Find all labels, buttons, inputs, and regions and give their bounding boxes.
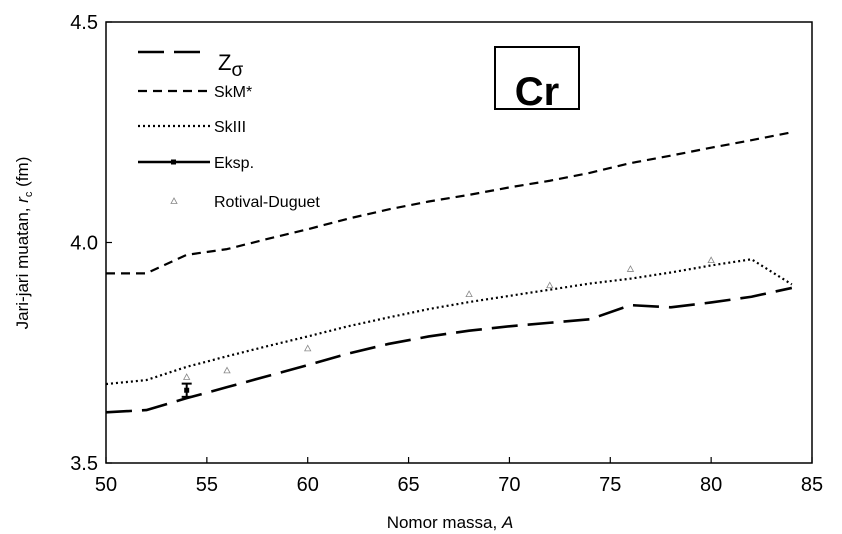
- chart-title-box: Cr: [494, 46, 580, 114]
- legend-swatch: [170, 197, 178, 204]
- y-tick-label: 4.5: [70, 12, 98, 34]
- y-axis-title: Jari-jari muatan, rc (fm): [13, 157, 35, 330]
- series-4: [183, 256, 715, 380]
- legend-label: SkM*: [214, 84, 252, 101]
- x-tick-label: 80: [700, 474, 722, 496]
- x-tick-label: 65: [397, 474, 419, 496]
- data-point-triangle: [626, 265, 635, 272]
- legend-entry: Eksp.: [138, 155, 254, 172]
- legend-swatch-marker: [171, 159, 176, 165]
- data-point-triangle: [707, 256, 715, 264]
- data-point-triangle: [304, 344, 312, 352]
- x-tick-label: 60: [297, 474, 319, 496]
- series-line: [106, 131, 793, 275]
- legend-entry: Rotival-Duguet: [170, 194, 320, 211]
- data-point-triangle: [183, 373, 191, 380]
- x-axis-title: Nomor massa, A: [387, 513, 514, 532]
- data-point-triangle: [546, 281, 554, 289]
- legend-label: Rotival-Duguet: [214, 194, 320, 211]
- y-tick-label: 3.5: [70, 453, 98, 475]
- x-tick-label: 75: [599, 474, 621, 496]
- legend-entry: SkM*: [138, 84, 252, 101]
- x-tick-label: 70: [498, 474, 520, 496]
- data-point-square: [184, 387, 190, 393]
- series-0: [105, 286, 793, 414]
- y-tick-label: 4.0: [70, 233, 98, 255]
- axis-ticks: [105, 21, 813, 464]
- legend-label: Eksp.: [214, 155, 254, 172]
- x-tick-labels: 50 55 60 65 70 75 80 85: [95, 474, 823, 496]
- series-3: [181, 382, 192, 398]
- legend-entry: SkIII: [138, 119, 246, 136]
- x-tick-label: 85: [801, 474, 823, 496]
- plot-area-frame: [105, 21, 813, 464]
- data-point-triangle: [223, 366, 231, 374]
- y-tick-labels: 3.5 4.0 4.5: [70, 12, 98, 475]
- x-tick-label: 50: [95, 474, 117, 496]
- series-1: [106, 131, 793, 275]
- chart-title: Cr: [515, 70, 559, 114]
- series-layer: [105, 131, 793, 414]
- series-line: [105, 286, 793, 414]
- title-box-border: [494, 46, 580, 110]
- legend-label: SkIII: [214, 119, 246, 136]
- x-tick-label: 55: [196, 474, 218, 496]
- data-point-triangle: [465, 290, 473, 297]
